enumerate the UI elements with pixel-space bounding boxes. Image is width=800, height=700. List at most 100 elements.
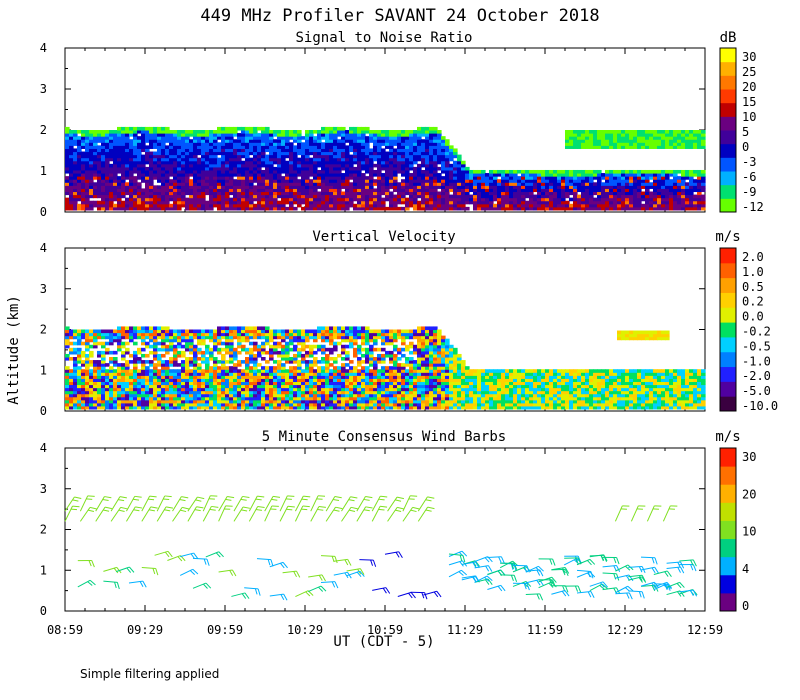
vv-cell — [65, 353, 70, 358]
snr-cell — [393, 176, 398, 180]
snr-cell — [445, 163, 450, 168]
snr-cell — [117, 188, 122, 193]
snr-cell — [393, 154, 398, 159]
snr-cell — [161, 133, 166, 137]
snr-cell — [209, 169, 214, 174]
snr-cell — [249, 194, 254, 199]
snr-cell — [237, 182, 242, 186]
snr-cell — [585, 173, 590, 177]
vv-cell — [221, 399, 226, 404]
snr-cell — [277, 157, 282, 162]
snr-cell — [141, 157, 146, 162]
vv-cell — [121, 372, 126, 376]
snr-cell — [457, 163, 462, 168]
vv-cell — [261, 396, 266, 401]
snr-cell — [229, 136, 234, 140]
snr-cell — [109, 151, 114, 156]
vv-cell — [229, 396, 234, 401]
snr-cell — [137, 139, 142, 143]
snr-cell — [661, 139, 666, 143]
snr-cell — [493, 203, 498, 208]
snr-cell — [417, 179, 422, 183]
snr-cell — [429, 163, 434, 168]
snr-cell — [437, 142, 442, 146]
snr-cell — [101, 179, 106, 183]
snr-cell — [305, 200, 310, 205]
vv-cell — [113, 372, 118, 376]
snr-cell — [233, 163, 238, 168]
snr-cell — [549, 206, 554, 211]
snr-cell — [241, 136, 246, 140]
snr-cell — [237, 185, 242, 189]
snr-cell — [385, 173, 390, 177]
snr-cell — [413, 160, 418, 165]
vv-cell — [97, 396, 102, 401]
snr-cell — [209, 160, 214, 165]
snr-colorbar-swatch — [720, 102, 736, 117]
snr-cell — [397, 145, 402, 149]
snr-cell — [121, 136, 126, 140]
snr-cell — [205, 191, 210, 196]
snr-cell — [577, 133, 582, 137]
snr-cell — [501, 203, 506, 208]
snr-cell — [173, 179, 178, 183]
snr-cell — [509, 197, 514, 202]
snr-cell — [393, 148, 398, 153]
vv-cell — [193, 357, 198, 361]
snr-cell — [429, 169, 434, 174]
snr-cell — [125, 197, 130, 202]
snr-cell — [485, 173, 490, 177]
snr-cell — [161, 200, 166, 205]
snr-cell — [673, 130, 678, 134]
snr-cell — [233, 148, 238, 153]
snr-cell — [97, 191, 102, 196]
snr-cell — [297, 197, 302, 202]
snr-cell — [449, 148, 454, 153]
snr-cell — [149, 157, 154, 162]
vv-cell — [261, 326, 266, 331]
vv-cell — [149, 378, 154, 382]
snr-cell — [629, 176, 634, 180]
snr-cell — [289, 133, 294, 137]
snr-cell — [209, 176, 214, 180]
snr-cell — [209, 130, 214, 134]
snr-cell — [185, 206, 190, 211]
snr-cell — [261, 203, 266, 208]
vv-cell — [261, 341, 266, 346]
snr-cell — [97, 206, 102, 211]
vv-cell — [105, 405, 110, 410]
snr-cell — [481, 188, 486, 193]
snr-cell — [265, 173, 270, 177]
snr-cell — [405, 166, 410, 171]
snr-cell — [109, 191, 114, 196]
snr-cell — [425, 160, 430, 165]
snr-colorbar-swatch — [720, 130, 736, 145]
snr-cell — [241, 160, 246, 165]
snr-cell — [245, 203, 250, 208]
vv-cell — [197, 347, 202, 352]
vv-colorbar-label: 2.0 — [742, 250, 764, 264]
snr-cell — [689, 142, 694, 146]
snr-cell — [97, 130, 102, 134]
snr-cell — [649, 169, 654, 174]
snr-cell — [257, 176, 262, 180]
snr-cell — [477, 185, 482, 189]
snr-cell — [425, 139, 430, 143]
vv-cell — [189, 375, 194, 379]
snr-cell — [573, 139, 578, 143]
vv-cell — [197, 369, 202, 373]
snr-cell — [697, 169, 702, 174]
vv-cell — [265, 332, 270, 337]
snr-cell — [605, 169, 610, 174]
snr-cell — [685, 182, 690, 186]
vv-cell — [81, 387, 86, 392]
snr-cell — [577, 130, 582, 134]
snr-cell — [321, 130, 326, 134]
snr-cell — [321, 206, 326, 211]
snr-cell — [337, 126, 342, 131]
snr-cell — [249, 166, 254, 171]
snr-cell — [633, 173, 638, 177]
snr-cell — [265, 206, 270, 211]
snr-cell — [433, 154, 438, 159]
snr-cell — [245, 145, 250, 149]
